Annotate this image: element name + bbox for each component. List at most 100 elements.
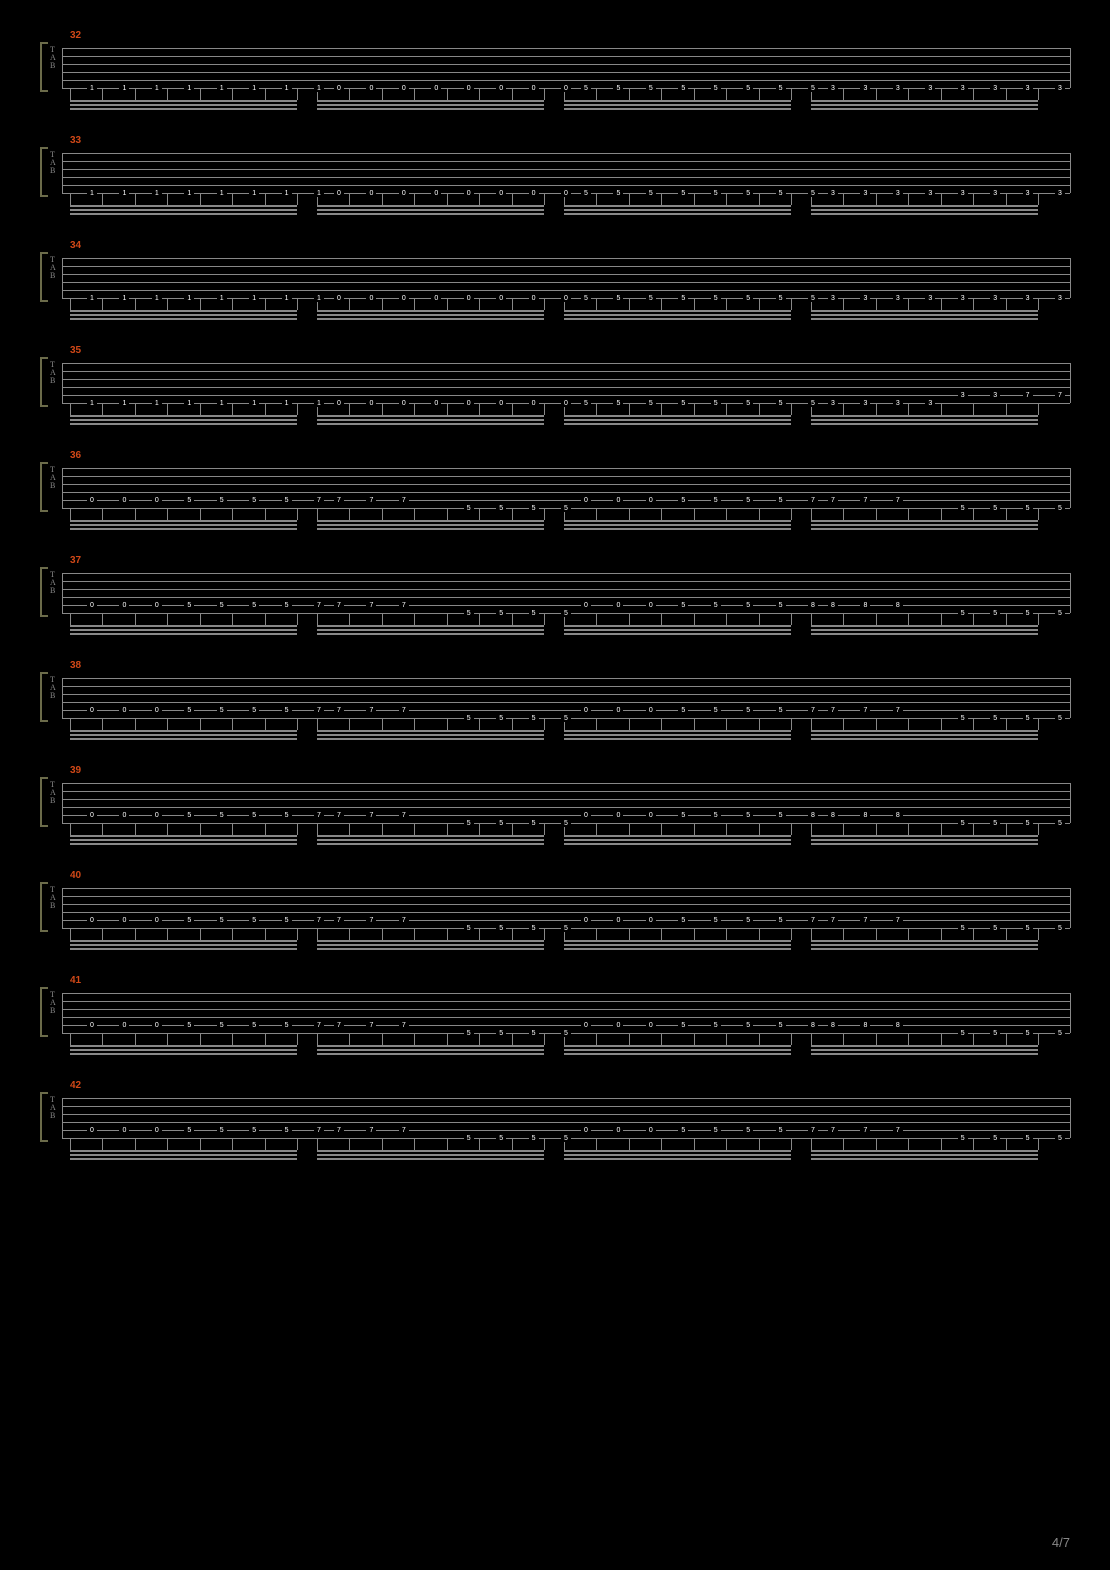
stem — [661, 1138, 662, 1150]
staff: 000555577775555000555588885555 — [62, 783, 1070, 823]
tab-clef-letter: B — [50, 797, 56, 805]
fret-number: 8 — [860, 812, 870, 819]
stem — [973, 88, 974, 100]
beam-group — [564, 1039, 791, 1059]
beam-group — [317, 304, 544, 324]
fret-number: 5 — [743, 602, 753, 609]
fret-number: 0 — [152, 497, 162, 504]
beam — [811, 415, 1038, 417]
stem — [596, 88, 597, 100]
fret-number: 5 — [743, 295, 753, 302]
stem — [414, 193, 415, 205]
stem — [908, 88, 909, 100]
fret-number: 5 — [678, 295, 688, 302]
stem — [629, 88, 630, 100]
fret-number: 0 — [87, 1127, 97, 1134]
fret-number: 5 — [464, 715, 474, 722]
stem — [941, 298, 942, 310]
stem — [70, 508, 71, 520]
beam — [70, 839, 297, 841]
stem — [479, 1033, 480, 1045]
stem — [382, 403, 383, 415]
stem — [200, 613, 201, 625]
stem — [317, 718, 318, 730]
beam — [317, 310, 544, 312]
staff-line — [62, 678, 1070, 679]
fret-number: 3 — [1055, 295, 1065, 302]
fret-number: 7 — [334, 602, 344, 609]
fret-number: 5 — [561, 925, 571, 932]
stem — [200, 193, 201, 205]
beam — [317, 738, 544, 740]
fret-number: 0 — [366, 295, 376, 302]
stem — [908, 928, 909, 940]
tab-clef-letter: B — [50, 902, 56, 910]
beam-group — [564, 514, 791, 534]
stem — [265, 823, 266, 835]
fret-number: 0 — [613, 917, 623, 924]
beam-group — [317, 619, 544, 639]
staff-line — [62, 56, 1070, 57]
fret-number: 1 — [249, 295, 259, 302]
beam — [564, 209, 791, 211]
staff-line — [62, 492, 1070, 493]
fret-number: 5 — [282, 812, 292, 819]
fret-number: 5 — [496, 715, 506, 722]
beam — [317, 205, 544, 207]
fret-number: 5 — [711, 295, 721, 302]
beam — [70, 1150, 297, 1152]
beam — [811, 738, 1038, 740]
beam — [70, 730, 297, 732]
fret-number: 1 — [217, 295, 227, 302]
stem — [479, 88, 480, 100]
beam — [70, 948, 297, 950]
stem — [232, 403, 233, 415]
fret-number: 1 — [184, 190, 194, 197]
fret-number: 5 — [711, 812, 721, 819]
staff: 000555577775555000555577775555 — [62, 1098, 1070, 1138]
beam — [70, 625, 297, 627]
fret-number: 3 — [925, 295, 935, 302]
stem — [908, 823, 909, 835]
beam — [564, 100, 791, 102]
stem — [1038, 613, 1039, 625]
staff-line — [62, 783, 1070, 784]
stem — [135, 718, 136, 730]
fret-number: 1 — [87, 85, 97, 92]
stem — [349, 193, 350, 205]
stem — [908, 193, 909, 205]
beam-group — [564, 199, 791, 219]
fret-number: 0 — [464, 85, 474, 92]
fret-number: 3 — [925, 400, 935, 407]
fret-number: 7 — [893, 707, 903, 714]
stem — [973, 403, 974, 415]
fret-number: 5 — [776, 1127, 786, 1134]
staff-bracket — [40, 567, 48, 617]
staff-line — [62, 500, 1070, 501]
staff-line — [62, 169, 1070, 170]
stem — [694, 928, 695, 940]
fret-number: 5 — [678, 1022, 688, 1029]
beam-group — [564, 94, 791, 114]
staff-line — [62, 581, 1070, 582]
stem — [791, 508, 792, 520]
beam-group — [564, 304, 791, 324]
fret-number: 5 — [958, 610, 968, 617]
fret-number: 0 — [581, 917, 591, 924]
stem — [629, 193, 630, 205]
fret-number: 0 — [119, 1022, 129, 1029]
stem — [232, 298, 233, 310]
fret-number: 7 — [366, 1022, 376, 1029]
beam — [811, 1158, 1038, 1160]
fret-number: 5 — [217, 497, 227, 504]
stem — [447, 823, 448, 835]
stem — [512, 193, 513, 205]
beam — [564, 205, 791, 207]
beam — [564, 835, 791, 837]
stem — [1006, 823, 1007, 835]
fret-number: 0 — [581, 497, 591, 504]
stem — [941, 508, 942, 520]
stem — [102, 1138, 103, 1150]
beam — [317, 209, 544, 211]
beam-group — [811, 829, 1038, 849]
